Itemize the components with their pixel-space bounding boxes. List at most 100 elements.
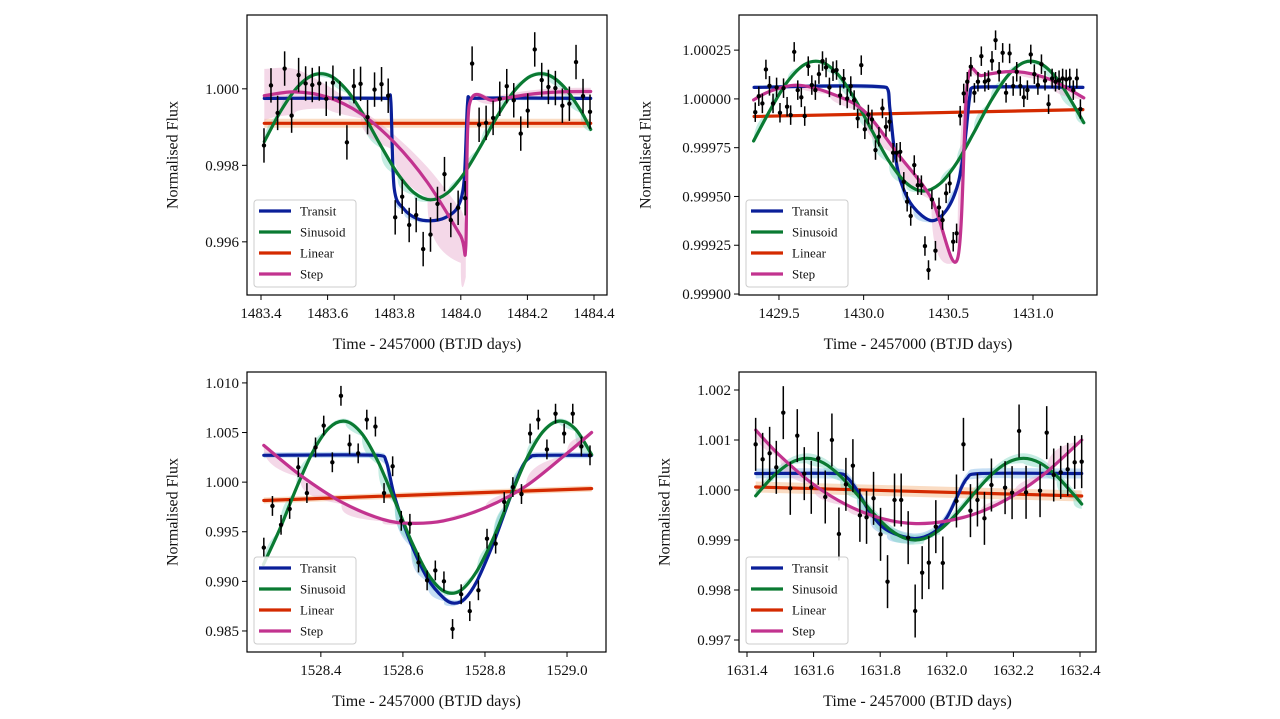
data-point (1044, 430, 1049, 435)
y-tick-label: 1.00025 (682, 43, 731, 59)
data-point (954, 498, 959, 504)
data-point (1058, 470, 1063, 475)
data-point (372, 87, 377, 92)
data-point (829, 437, 835, 443)
panel-4: 1631.4 1631.6 1631.8 1632.0 1632.2 1632.4 0.99… (657, 371, 1101, 710)
data-point (836, 531, 842, 537)
data-point (841, 76, 846, 82)
y-axis-label: Normalised Flux (657, 458, 674, 566)
axes-frame (246, 14, 608, 296)
legend: Transit Sinusoid Linear Step (253, 556, 357, 645)
data-point (788, 486, 793, 491)
data-point (774, 465, 779, 470)
data-point (1046, 101, 1051, 107)
data-point (866, 112, 871, 117)
panel-1: 1483.4 1483.6 1483.8 1484.0 1484.2 1484.4 0.99… (165, 14, 615, 353)
data-point (525, 108, 530, 113)
data-point (862, 127, 868, 132)
x-tick-label: 1483.4 (240, 306, 282, 322)
data-point (898, 149, 903, 154)
data-point (1014, 69, 1019, 74)
data-point (261, 545, 267, 550)
data-point (926, 267, 931, 273)
data-point (435, 201, 440, 207)
legend-label-step: Step (792, 624, 815, 639)
y-tick-label: 0.985 (205, 624, 239, 640)
data-point (933, 248, 938, 253)
data-point (416, 560, 421, 565)
data-point (756, 93, 762, 99)
series-line-linear (752, 108, 1085, 119)
data-point (982, 516, 987, 521)
data-point (919, 182, 924, 188)
data-point (901, 179, 906, 185)
data-point (986, 77, 991, 83)
data-point (915, 182, 921, 188)
legend-label-step: Step (300, 624, 323, 639)
data-point (802, 113, 807, 119)
data-point (1023, 490, 1029, 495)
data-point (497, 96, 502, 101)
series-line-transit (752, 84, 1085, 223)
data-point (511, 98, 516, 103)
data-point (940, 217, 945, 223)
panel-3: 1528.4 1528.6 1528.8 1529.0 0.985 0.990 0.995 1… (165, 371, 607, 710)
data-point (1056, 77, 1062, 83)
axes-frame (246, 371, 607, 653)
data-point (851, 97, 857, 103)
data-point (567, 101, 572, 106)
data-point (1021, 95, 1027, 100)
data-point (979, 53, 984, 59)
data-point (381, 490, 387, 496)
data-point (848, 83, 853, 89)
y-tick-label: 1.000 (205, 82, 239, 98)
data-point (936, 205, 942, 210)
data-point (467, 608, 472, 614)
x-tick-label: 1528.4 (300, 663, 342, 679)
data-point (261, 143, 267, 148)
series-line-step (752, 66, 1086, 264)
data-point (753, 109, 758, 115)
data-point (462, 196, 468, 201)
data-point (364, 417, 370, 422)
data-point (536, 417, 541, 422)
y-tick-label: 0.99975 (682, 141, 731, 157)
data-point (573, 59, 579, 65)
band-sinusoid (755, 453, 1082, 545)
data-point (753, 442, 758, 447)
legend-label-transit: Transit (300, 204, 337, 219)
data-point (373, 424, 378, 429)
data-point (972, 90, 977, 96)
data-point (806, 63, 811, 69)
data-point (777, 110, 783, 115)
data-point (310, 82, 315, 88)
data-point (539, 77, 544, 83)
data-point (802, 471, 807, 476)
data-point (553, 85, 558, 91)
band-sinusoid (264, 71, 591, 202)
x-tick-label: 1430.5 (928, 306, 969, 322)
data-point (982, 79, 988, 84)
data-point (1067, 76, 1072, 81)
data-point (1065, 467, 1070, 472)
data-point (379, 82, 384, 87)
plot-area (261, 32, 593, 288)
data-point (809, 485, 814, 490)
x-tick-label: 1632.4 (1059, 663, 1101, 679)
x-tick-label: 1483.8 (374, 306, 415, 322)
data-point (546, 84, 551, 90)
data-point (448, 217, 454, 223)
data-point (428, 232, 433, 237)
data-point (358, 81, 363, 87)
data-point (399, 194, 405, 199)
y-tick-label: 0.99900 (682, 287, 731, 303)
legend: Transit Sinusoid Linear Step (745, 556, 849, 645)
data-point (344, 140, 350, 145)
data-point (317, 81, 322, 86)
data-point (890, 150, 896, 155)
data-point (919, 570, 925, 575)
x-tick-label: 1632.2 (993, 663, 1034, 679)
data-point (834, 67, 839, 73)
data-point (476, 122, 482, 127)
legend-box (745, 199, 849, 288)
